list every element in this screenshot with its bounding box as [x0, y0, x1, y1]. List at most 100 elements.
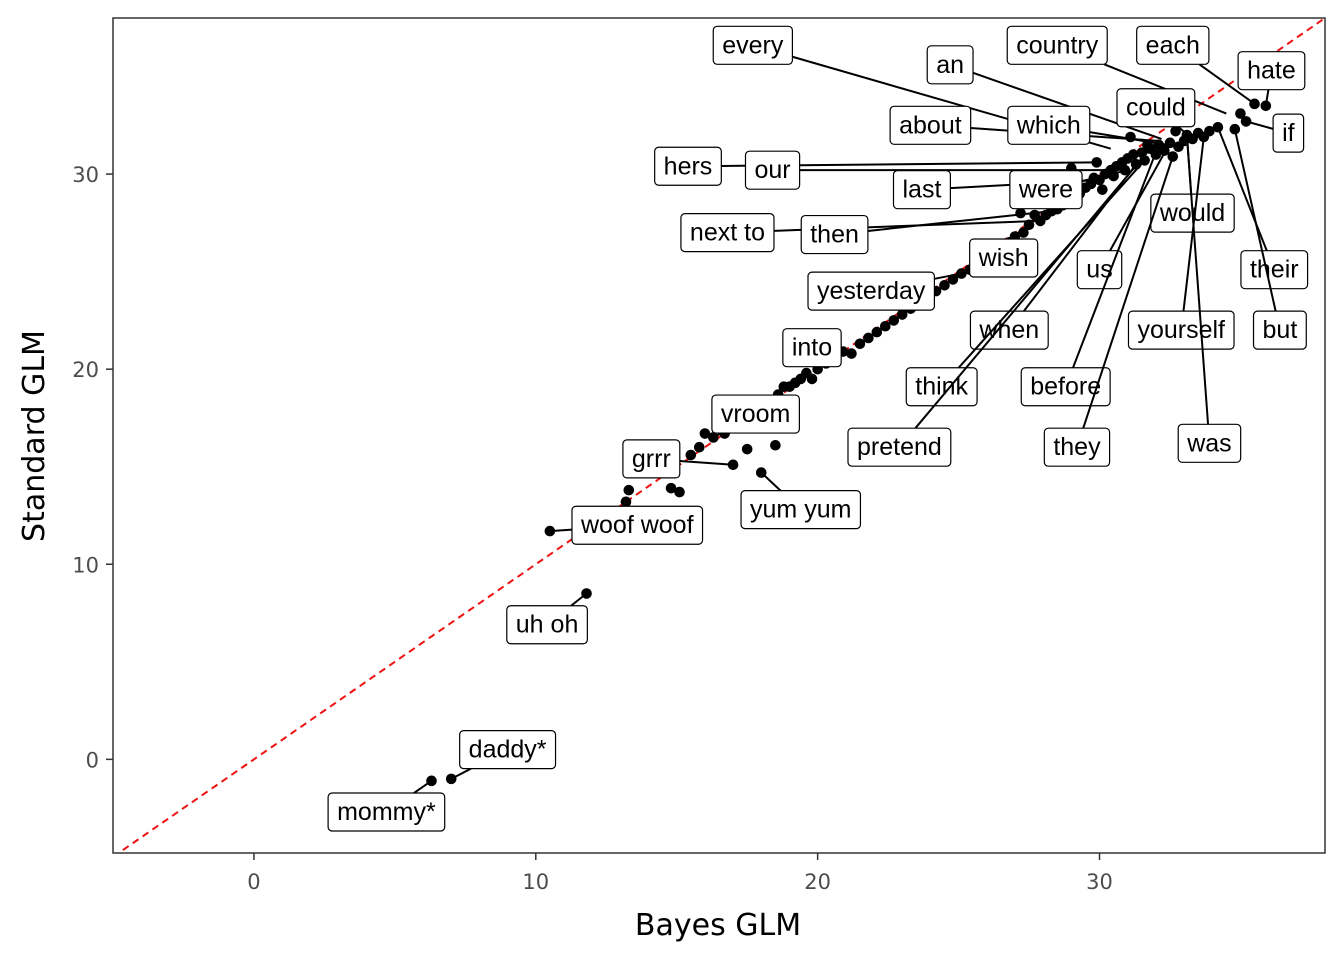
data-point	[846, 348, 857, 359]
label-connector	[1216, 126, 1268, 252]
label-connector	[1245, 120, 1274, 130]
point-label: before	[1020, 144, 1160, 407]
point-label-text: their	[1250, 256, 1299, 284]
point-label-text: last	[902, 176, 941, 204]
label-connector	[867, 210, 1052, 232]
data-point	[623, 484, 635, 496]
point-label-text: into	[792, 334, 832, 362]
point-label-text: every	[722, 31, 784, 59]
data-point	[806, 373, 818, 385]
label-box	[807, 271, 935, 311]
point-label-text: grrr	[632, 445, 671, 473]
label-connector	[1264, 89, 1270, 106]
label-box	[969, 238, 1039, 278]
point-label: daddy*	[450, 730, 557, 780]
label-connector	[450, 767, 472, 780]
data-point	[854, 338, 866, 350]
point-label: yesterday	[807, 271, 962, 311]
label-box	[680, 213, 775, 253]
point-label-text: hate	[1247, 57, 1296, 85]
label-box	[622, 439, 681, 479]
point-label-text: our	[754, 156, 790, 184]
label-connector	[1072, 144, 1160, 369]
point-label: yum yum	[740, 471, 862, 530]
label-box	[1240, 250, 1309, 290]
label-connector	[549, 528, 573, 533]
label-box	[744, 150, 801, 190]
data-point	[770, 439, 781, 451]
data-point	[1097, 184, 1108, 195]
data-point	[1018, 227, 1029, 238]
data-point	[947, 274, 959, 285]
label-box	[889, 105, 972, 145]
data-point	[1125, 131, 1136, 143]
point-label: then	[800, 210, 1052, 255]
point-label: mommy*	[327, 779, 446, 832]
point-label-text: yourself	[1137, 316, 1225, 344]
point-label-text: before	[1030, 373, 1101, 401]
label-connector	[1082, 156, 1174, 429]
label-box	[847, 427, 952, 467]
label-box	[1252, 310, 1307, 350]
x-tick-label: 20	[804, 870, 831, 894]
point-label-text: us	[1086, 256, 1112, 284]
point-label-text: but	[1263, 316, 1298, 344]
label-connector	[1081, 169, 1128, 183]
point-label: each	[1136, 25, 1256, 105]
label-connector	[760, 471, 782, 492]
point-label-text: was	[1186, 429, 1231, 457]
label-connector	[1109, 142, 1171, 252]
label-connector	[1089, 131, 1179, 148]
label-connector	[841, 351, 852, 355]
label-connector	[914, 148, 1152, 429]
point-label-text: next to	[690, 219, 765, 247]
point-label-text: when	[978, 316, 1039, 344]
label-box	[654, 146, 722, 186]
point-label: woof woof	[549, 505, 704, 545]
y-tick-label: 10	[72, 553, 99, 577]
point-label-text: uh oh	[516, 611, 579, 639]
label-connector	[570, 592, 588, 607]
label-box	[1020, 367, 1111, 407]
point-label: their	[1216, 126, 1309, 290]
label-box	[1177, 423, 1242, 463]
point-label: us	[1076, 142, 1171, 290]
data-point	[896, 309, 908, 320]
label-connector	[1233, 128, 1277, 312]
data-point	[939, 279, 950, 291]
data-point	[879, 320, 891, 332]
label-connector	[934, 272, 962, 280]
point-label: every	[712, 25, 1112, 150]
point-label: next to	[680, 213, 1041, 253]
point-label-text: hers	[664, 152, 713, 180]
point-label: grrr	[622, 439, 734, 479]
label-box	[1272, 113, 1305, 153]
data-point	[1235, 108, 1246, 119]
label-box	[1127, 310, 1235, 350]
label-connector	[712, 432, 722, 439]
label-box	[782, 328, 842, 368]
point-label: hate	[1237, 51, 1306, 106]
label-connector	[679, 459, 734, 466]
point-label: last	[892, 170, 1100, 210]
point-label-text: vroom	[721, 400, 790, 428]
data-point	[871, 326, 883, 338]
x-tick-label: 0	[247, 870, 260, 894]
point-label: yourself	[1127, 136, 1235, 350]
point-label-text: they	[1053, 433, 1101, 461]
point-label-text: country	[1016, 31, 1098, 59]
point-label: was	[1177, 134, 1242, 463]
y-axis-title: Standard GLM	[17, 330, 52, 542]
data-point	[699, 428, 711, 439]
data-point	[685, 449, 697, 461]
data-point	[741, 443, 753, 455]
data-point	[888, 315, 900, 326]
label-box	[1009, 170, 1083, 210]
data-point	[863, 332, 874, 344]
data-point	[1170, 125, 1181, 137]
point-label: but	[1233, 128, 1307, 350]
point-label: could	[1116, 88, 1196, 140]
label-connector	[1177, 125, 1194, 140]
point-label-text: mommy*	[337, 798, 436, 826]
